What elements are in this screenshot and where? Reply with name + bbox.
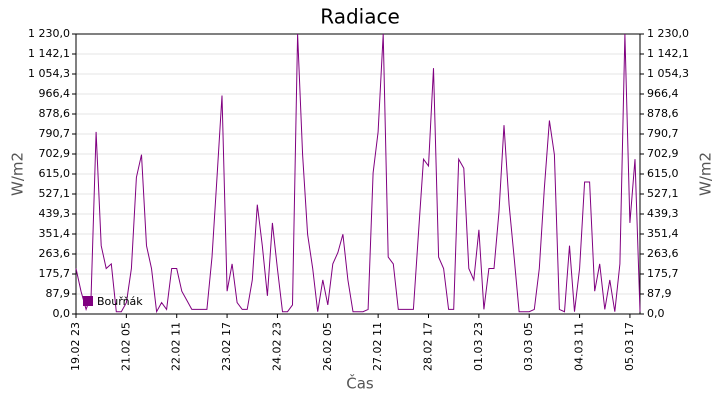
y-tick-label: 527,1 <box>39 187 71 200</box>
y-tick-label: 1 142,1 <box>28 47 70 60</box>
y-axis-label: W/m2 <box>9 152 27 196</box>
x-tick-label: 28.02 17 <box>422 322 435 371</box>
legend-swatch <box>83 296 93 306</box>
y2-tick-label: 263,6 <box>647 247 679 260</box>
y2-tick-label: 966,4 <box>647 87 679 100</box>
x-tick-label: 04.03 11 <box>573 322 586 371</box>
y-tick-label: 615,0 <box>39 167 71 180</box>
y2-tick-label: 702,9 <box>647 147 679 160</box>
data-line <box>75 33 641 314</box>
y-tick-label: 175,7 <box>39 267 71 280</box>
y-tick-label: 263,6 <box>39 247 71 260</box>
y-tick-label: 966,4 <box>39 87 71 100</box>
y2-tick-label: 615,0 <box>647 167 679 180</box>
x-tick-label: 05.03 17 <box>623 322 636 371</box>
y-tick-label: 87,9 <box>46 287 71 300</box>
y2-tick-label: 1 054,3 <box>647 67 689 80</box>
y-tick-label: 878,6 <box>39 107 71 120</box>
y2-tick-label: 351,4 <box>647 227 679 240</box>
y-tick-label: 1 230,0 <box>28 27 70 40</box>
y2-tick-label: 878,6 <box>647 107 679 120</box>
y2-tick-label: 527,1 <box>647 187 679 200</box>
x-tick-label: 21.02 05 <box>119 322 132 371</box>
x-tick-label: 22.02 11 <box>170 322 183 371</box>
x-tick-label: 23.02 17 <box>220 322 233 371</box>
y-tick-label: 790,7 <box>39 127 71 140</box>
plot-frame <box>75 33 641 315</box>
y2-tick-label: 0,0 <box>647 307 665 320</box>
x-axis-label: Čas <box>346 374 374 393</box>
y2-tick-label: 790,7 <box>647 127 679 140</box>
y2-tick-label: 1 230,0 <box>647 27 689 40</box>
x-tick-label: 24.02 23 <box>270 322 283 371</box>
y2-tick-label: 1 142,1 <box>647 47 689 60</box>
y2-axis-label: W/m2 <box>697 152 715 196</box>
y-tick-label: 1 054,3 <box>28 67 70 80</box>
legend-label: Bouřňák <box>97 295 143 308</box>
x-tick-label: 03.03 05 <box>522 322 535 371</box>
chart-title: Radiace <box>320 5 400 29</box>
y2-tick-label: 175,7 <box>647 267 679 280</box>
x-tick-label: 27.02 11 <box>371 322 384 371</box>
y-tick-label: 351,4 <box>39 227 71 240</box>
y2-tick-label: 87,9 <box>647 287 672 300</box>
x-tick-label: 26.02 05 <box>321 322 334 371</box>
y-tick-label: 0,0 <box>53 307 71 320</box>
y2-tick-label: 439,3 <box>647 207 679 220</box>
x-tick-label: 19.02 23 <box>69 322 82 371</box>
y-tick-label: 702,9 <box>39 147 71 160</box>
x-tick-label: 01.03 23 <box>472 322 485 371</box>
y-tick-label: 439,3 <box>39 207 71 220</box>
